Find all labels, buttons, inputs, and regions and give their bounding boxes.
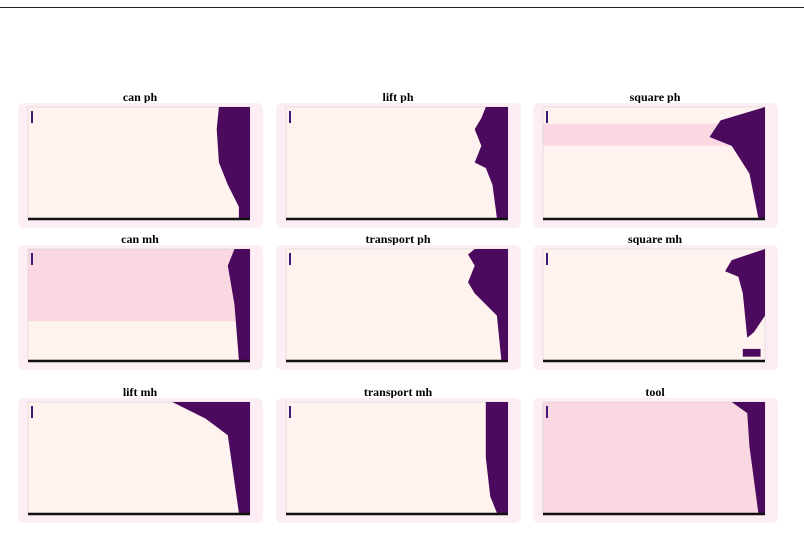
marker bbox=[289, 253, 291, 265]
marker bbox=[31, 253, 33, 265]
panel: lift ph bbox=[276, 90, 521, 228]
heat-region bbox=[485, 402, 508, 513]
heatmap bbox=[285, 401, 509, 514]
heat-region bbox=[216, 107, 250, 218]
panel-title: lift mh bbox=[123, 385, 158, 399]
panel-title: transport ph bbox=[365, 232, 430, 246]
panel: can mh bbox=[18, 232, 263, 370]
heat-region bbox=[474, 107, 508, 218]
panel: transport mh bbox=[276, 385, 521, 523]
panel: tool bbox=[533, 385, 778, 523]
marker bbox=[31, 406, 33, 418]
panel-title: square mh bbox=[628, 232, 682, 246]
panel: square mh bbox=[533, 232, 778, 370]
marker bbox=[289, 111, 291, 123]
heat-region bbox=[731, 402, 765, 513]
panel-title: square ph bbox=[630, 90, 681, 104]
panel-title: can mh bbox=[121, 232, 159, 246]
heatmap bbox=[27, 248, 251, 361]
marker bbox=[546, 406, 548, 418]
panel-title: transport mh bbox=[364, 385, 433, 399]
heat-region bbox=[172, 402, 250, 513]
panel: square ph bbox=[533, 90, 778, 228]
panel-title: lift ph bbox=[382, 90, 413, 104]
heatmap bbox=[285, 248, 509, 361]
panel: transport ph bbox=[276, 232, 521, 370]
heat-region bbox=[468, 249, 508, 360]
marker bbox=[546, 253, 548, 265]
heat-band bbox=[28, 249, 239, 322]
panel: lift mh bbox=[18, 385, 263, 523]
marker bbox=[289, 406, 291, 418]
heat-band bbox=[543, 402, 765, 513]
heat-region bbox=[742, 348, 761, 357]
heat-band bbox=[543, 123, 765, 146]
heat-region bbox=[709, 107, 765, 218]
panel-title: can ph bbox=[123, 90, 158, 104]
heat-region bbox=[227, 249, 250, 360]
heatmap bbox=[285, 106, 509, 219]
panel: can ph bbox=[18, 90, 263, 228]
marker bbox=[546, 111, 548, 123]
marker bbox=[31, 111, 33, 123]
heat-region bbox=[725, 249, 765, 338]
heatmap bbox=[542, 401, 766, 514]
heatmap bbox=[27, 106, 251, 219]
panel-title: tool bbox=[645, 385, 665, 399]
